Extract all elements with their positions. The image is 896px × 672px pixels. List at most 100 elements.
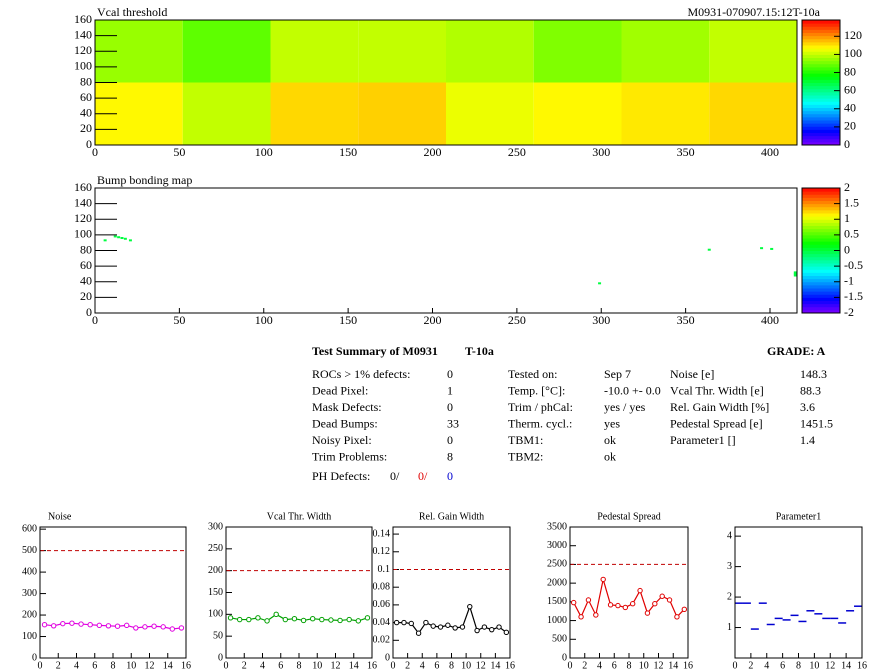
colorbar-band: [802, 241, 840, 245]
point: [346, 616, 352, 623]
summary-value: 3.6: [800, 400, 815, 414]
y-tick-label: 0: [32, 652, 37, 663]
point: [123, 622, 130, 629]
y-tick-label: 0.02: [373, 635, 391, 646]
y-tick-label: 1500: [547, 596, 567, 607]
z-tick-label: 40: [844, 101, 856, 115]
y-tick-label: 60: [80, 258, 92, 272]
plot-border: [569, 526, 689, 659]
summary-value: 0: [447, 469, 453, 483]
colorbar-band: [802, 29, 840, 33]
x-tick-label: 6: [92, 660, 97, 671]
colorbar-band: [802, 306, 840, 311]
summary-value: 0: [447, 367, 453, 381]
chart-title: Noise: [48, 511, 72, 522]
colorbar-band: [802, 191, 840, 195]
plot-border: [94, 187, 798, 314]
z-tick-label: -1: [844, 274, 854, 288]
y-tick-label: 400: [22, 566, 37, 577]
x-tick-label: 300: [592, 145, 610, 159]
bump-point: [793, 274, 797, 277]
y-tick-label: 300: [208, 521, 223, 532]
x-tick-label: 0: [38, 660, 43, 671]
y-tick-label: 80: [80, 74, 92, 88]
summary-label: TBM2:: [508, 449, 543, 463]
colorbar-band: [802, 188, 840, 192]
point: [481, 624, 488, 630]
y-tick-label: 0.14: [373, 528, 391, 539]
chart-title: Vcal Thr. Width: [267, 511, 332, 522]
point: [355, 618, 362, 624]
plot-border: [225, 526, 373, 659]
colorbar-band: [802, 23, 840, 27]
summary-value: ok: [604, 449, 616, 463]
module-type: T-10a: [465, 344, 494, 358]
point: [489, 626, 495, 633]
x-tick-label: 2: [242, 660, 247, 671]
z-tick-label: 100: [844, 46, 862, 60]
summary-label: Dead Bumps:: [312, 416, 378, 430]
x-tick-label: 16: [505, 660, 515, 671]
x-tick-label: 400: [761, 313, 779, 327]
z-tick-label: 1.5: [844, 195, 859, 209]
x-tick-label: 6: [278, 660, 283, 671]
colorbar-band: [802, 200, 840, 205]
y-tick-label: 500: [22, 545, 37, 556]
plot-border: [94, 19, 798, 146]
point: [445, 622, 451, 628]
colorbar-band: [802, 32, 840, 37]
y-tick-label: 140: [74, 27, 92, 41]
y-tick-label: 200: [22, 609, 37, 620]
heatmap-cell: [533, 82, 622, 145]
x-tick-label: 6: [612, 660, 617, 671]
summary-label: Trim Problems:: [312, 449, 387, 463]
z-tick-label: 120: [844, 28, 862, 42]
colorbar-band: [802, 98, 840, 102]
y-tick-label: 2: [727, 591, 732, 602]
z-tick-label: 20: [844, 119, 856, 133]
colorbar-band: [802, 60, 840, 65]
colorbar-band: [802, 206, 840, 211]
colorbar-band: [802, 266, 840, 270]
colorbar-band: [802, 101, 840, 105]
heatmap-cell: [270, 82, 359, 145]
colorbar-band: [802, 203, 840, 208]
z-tick-label: 0.5: [844, 227, 859, 241]
summary-value: Sep 7: [604, 367, 631, 381]
colorbar-band: [802, 63, 840, 68]
x-tick-label: 2: [56, 660, 61, 671]
summary-label: ROCs > 1% defects:: [312, 367, 410, 381]
x-tick-label: 0: [733, 660, 738, 671]
x-tick-label: 14: [668, 660, 678, 671]
point: [674, 614, 680, 620]
point: [282, 616, 289, 623]
y-tick-label: 100: [74, 227, 92, 241]
colorbar-band: [802, 219, 840, 223]
y-tick-label: 80: [80, 242, 92, 256]
x-tick-label: 10: [639, 660, 649, 671]
point: [629, 601, 636, 607]
y-tick-label: 600: [22, 523, 37, 534]
y-tick-label: 50: [213, 630, 223, 641]
heatmap-cell: [709, 20, 797, 83]
plot-frame: [569, 526, 689, 659]
x-tick-label: 100: [255, 313, 273, 327]
y-tick-label: 0.12: [373, 546, 391, 557]
bump-point: [103, 239, 107, 242]
x-tick-label: 12: [331, 660, 341, 671]
y-tick-label: 0.04: [373, 617, 391, 628]
point: [474, 627, 480, 634]
point: [328, 617, 334, 623]
summary-value: 8: [447, 449, 453, 463]
point: [393, 619, 400, 626]
x-tick-label: 10: [809, 660, 819, 671]
colorbar-band: [802, 297, 840, 301]
summary-value: 0/: [390, 469, 400, 483]
plot-border: [392, 526, 511, 659]
colorbar-band: [802, 197, 840, 201]
x-tick-label: 250: [508, 145, 526, 159]
x-tick-label: 8: [449, 660, 454, 671]
bump-point: [117, 236, 121, 239]
point: [69, 620, 75, 626]
x-tick-label: 350: [677, 145, 695, 159]
